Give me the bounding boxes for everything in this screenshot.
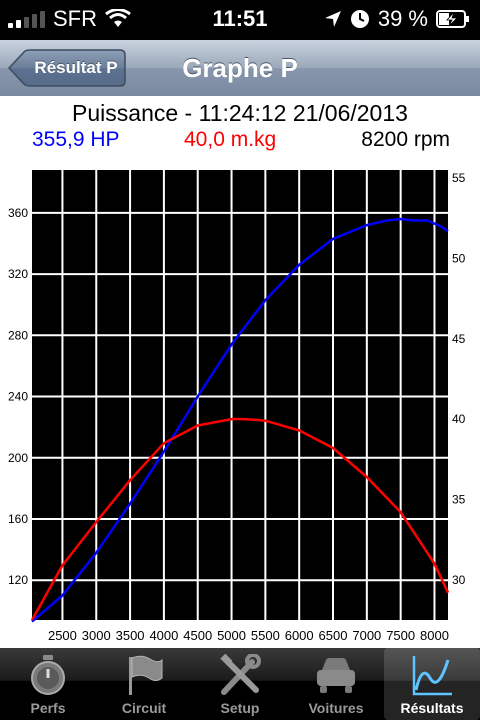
torque-curve <box>30 417 450 621</box>
x-tick-label: 3000 <box>82 628 111 643</box>
x-tick-label: 4000 <box>149 628 178 643</box>
battery-percent: 39 % <box>377 6 428 31</box>
x-tick-label: 7500 <box>386 628 415 643</box>
graph-icon <box>412 656 452 696</box>
x-tick-label: 8000 <box>420 628 449 643</box>
rpm-readout: 8200 rpm <box>361 128 450 151</box>
x-tick-label: 6000 <box>285 628 314 643</box>
tools-icon <box>220 654 261 695</box>
carrier-name: SFR <box>53 6 97 31</box>
y-right-tick-label: 45 <box>452 332 466 346</box>
tab-resultats[interactable]: Résultats <box>384 648 480 720</box>
page-title: Graphe P <box>182 53 298 83</box>
tab-label: Circuit <box>121 700 167 716</box>
navigation-bar: Graphe P Résultat P <box>0 40 480 97</box>
power-curve <box>31 217 449 623</box>
battery-charging-icon <box>436 10 469 28</box>
tab-circuit[interactable]: Circuit <box>96 648 192 720</box>
y-left-tick-label: 120 <box>8 573 28 587</box>
status-left: SFR <box>8 6 131 32</box>
tab-label: Perfs <box>30 700 66 716</box>
status-bar: SFR 11:51 39 % <box>0 0 480 40</box>
y-left-tick-label: 320 <box>8 267 28 281</box>
y-left-tick-label: 240 <box>8 390 28 404</box>
x-tick-label: 2500 <box>48 628 77 643</box>
x-tick-label: 5000 <box>217 628 246 643</box>
y-left-tick-label: 160 <box>8 512 28 526</box>
tab-label: Voitures <box>308 700 364 716</box>
tab-bar: Perfs Circuit Setup Voitures Résulta <box>0 648 480 720</box>
x-tick-label: 4500 <box>183 628 212 643</box>
location-icon <box>324 11 341 27</box>
tab-setup[interactable]: Setup <box>192 648 288 720</box>
power-readout: 355,9 HP <box>32 128 120 151</box>
stopwatch-icon <box>31 655 65 695</box>
y-right-tick-label: 50 <box>452 251 466 265</box>
x-tick-label: 6500 <box>319 628 348 643</box>
chart-panel: Puissance - 11:24:12 21/06/2013 355,9 HP… <box>0 96 480 648</box>
status-right: 39 % <box>324 6 470 32</box>
torque-readout: 40,0 m.kg <box>184 128 277 151</box>
back-button-label: Résultat P <box>34 58 118 77</box>
x-tick-label: 5500 <box>251 628 280 643</box>
x-tick-label: 7000 <box>352 628 381 643</box>
flag-icon <box>129 655 163 695</box>
tab-label: Résultats <box>400 700 464 716</box>
x-tick-label: 3500 <box>116 628 145 643</box>
status-time: 11:51 <box>212 6 268 31</box>
plot-area <box>32 170 448 620</box>
y-right-tick-label: 40 <box>452 412 466 426</box>
y-left-tick-label: 360 <box>8 206 28 220</box>
tab-voitures[interactable]: Voitures <box>288 648 384 720</box>
tab-perfs[interactable]: Perfs <box>0 648 96 720</box>
car-icon <box>317 658 355 693</box>
back-button[interactable]: Résultat P <box>8 49 126 87</box>
back-button-shape <box>8 49 126 87</box>
chart-title: Puissance - 11:24:12 21/06/2013 <box>72 100 408 126</box>
y-left-tick-label: 200 <box>8 451 28 465</box>
tab-label: Setup <box>220 700 260 716</box>
signal-strength-icon <box>8 10 45 28</box>
clock-icon <box>350 10 369 28</box>
y-right-tick-label: 30 <box>452 573 466 587</box>
y-right-tick-label: 35 <box>452 492 466 506</box>
wifi-icon <box>105 9 131 27</box>
y-right-tick-label: 55 <box>452 171 466 185</box>
power-torque-chart: 2500 3000 3500 4000 4500 5000 5500 6000 6500 7000… <box>8 170 466 643</box>
y-left-tick-label: 280 <box>8 328 28 342</box>
